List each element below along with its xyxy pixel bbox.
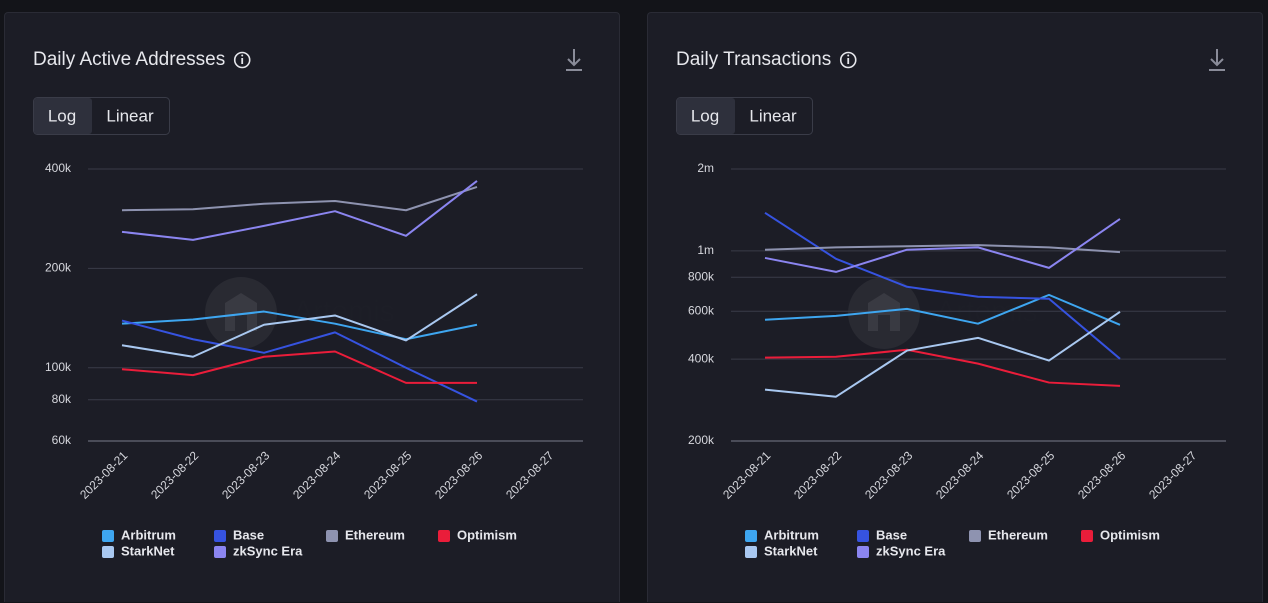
legend-swatch — [102, 546, 114, 558]
legend-label: Optimism — [457, 527, 517, 542]
legend-swatch — [857, 530, 869, 542]
y-tick-label: 400k — [688, 351, 715, 365]
series-line — [121, 310, 478, 341]
watermark-logo-mark — [225, 293, 257, 331]
legend-swatch — [745, 546, 757, 558]
series-line — [764, 218, 1121, 273]
series-line — [121, 293, 478, 358]
series-line — [764, 244, 1121, 254]
x-tick-label: 2023-08-25 — [1004, 448, 1058, 502]
y-tick-label: 60k — [52, 433, 72, 447]
x-tick-label: 2023-08-27 — [1146, 448, 1200, 502]
x-tick-label: 2023-08-23 — [862, 448, 916, 502]
button-label[interactable]: Linear — [749, 106, 797, 125]
x-tick-label: 2023-08-24 — [933, 448, 987, 502]
x-tick-label: 2023-08-21 — [720, 448, 774, 502]
y-tick-label: 2m — [697, 161, 714, 175]
info-icon-dot — [847, 54, 850, 57]
watermark-logo — [848, 277, 920, 349]
y-tick-label: 1m — [697, 243, 714, 257]
x-tick-label: 2023-08-22 — [791, 448, 845, 502]
legend-swatch — [102, 530, 114, 542]
watermark-logo — [205, 277, 277, 349]
x-tick-label: 2023-08-23 — [219, 448, 273, 502]
watermark: Artemis — [293, 295, 395, 328]
legend-swatch — [214, 530, 226, 542]
y-tick-label: 80k — [52, 392, 72, 406]
info-icon[interactable] — [839, 51, 857, 69]
series-line — [764, 211, 1121, 360]
legend-swatch — [214, 546, 226, 558]
series-line — [764, 293, 1121, 326]
y-tick-label: 100k — [45, 360, 72, 374]
legend-label: Base — [233, 527, 264, 542]
legend-label: Base — [876, 527, 907, 542]
legend-swatch — [1081, 530, 1093, 542]
chart-panel: Daily Transactions Log Linear Artemis 200k 40… — [647, 12, 1263, 602]
legend-swatch — [745, 530, 757, 542]
x-tick-label: 2023-08-24 — [290, 448, 344, 502]
y-tick-label: 800k — [688, 269, 715, 283]
chart-title: Daily Transactions — [676, 49, 831, 70]
y-tick-label: 200k — [45, 261, 72, 275]
legend-swatch — [326, 530, 338, 542]
series-line — [121, 185, 478, 212]
chart: Daily Active Addresses Log Linear Artemis 60… — [33, 49, 583, 558]
series-line — [764, 348, 1121, 387]
legend-label: Arbitrum — [764, 527, 819, 542]
x-tick-label: 2023-08-22 — [148, 448, 202, 502]
info-icon-dot — [241, 54, 244, 57]
x-tick-label: 2023-08-26 — [432, 448, 486, 502]
legend-label: zkSync Era — [233, 543, 303, 558]
x-tick-label: 2023-08-21 — [77, 448, 131, 502]
legend-swatch — [857, 546, 869, 558]
button-label[interactable]: Log — [48, 106, 76, 125]
legend-label: StarkNet — [764, 543, 818, 558]
info-icon[interactable] — [233, 51, 251, 69]
series-line — [121, 350, 477, 384]
button-active[interactable] — [34, 98, 92, 134]
legend-swatch — [438, 530, 450, 542]
legend-label: Ethereum — [345, 527, 405, 542]
legend-label: Arbitrum — [121, 527, 176, 542]
legend-label: StarkNet — [121, 543, 175, 558]
legend-label: Ethereum — [988, 527, 1048, 542]
series-line — [121, 319, 478, 403]
button-active[interactable] — [677, 98, 735, 134]
download-icon[interactable] — [1209, 49, 1225, 71]
y-tick-label: 200k — [688, 433, 715, 447]
x-tick-label: 2023-08-26 — [1075, 448, 1129, 502]
download-icon[interactable] — [566, 49, 582, 71]
button-label[interactable]: Linear — [106, 106, 154, 125]
legend-label: zkSync Era — [876, 543, 946, 558]
button-label[interactable]: Log — [691, 106, 719, 125]
x-tick-label: 2023-08-27 — [503, 448, 557, 502]
legend-swatch — [969, 530, 981, 542]
chart-title: Daily Active Addresses — [33, 49, 225, 70]
series-line — [764, 310, 1121, 398]
y-tick-label: 600k — [688, 303, 715, 317]
y-tick-label: 400k — [45, 161, 72, 175]
legend-label: Optimism — [1100, 527, 1160, 542]
x-tick-label: 2023-08-25 — [361, 448, 415, 502]
chart-panel: Daily Active Addresses Log Linear Artemis 60… — [4, 12, 620, 602]
series-line — [121, 180, 478, 241]
